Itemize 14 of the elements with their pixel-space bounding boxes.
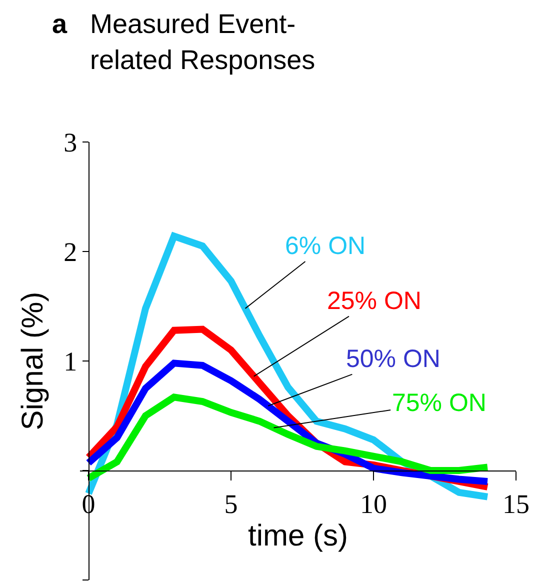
x-tick-label: 10 [360, 489, 388, 520]
y-tick-label: 1 [64, 346, 78, 376]
x-tick-label: 5 [224, 489, 238, 520]
text: 6% ON [285, 232, 366, 260]
y-axis-title: Signal (%) [16, 292, 50, 430]
text: 50% ON [346, 345, 440, 373]
x-tick-label: 15 [502, 489, 530, 520]
text: a [52, 8, 68, 41]
series-label: 75% ON [392, 389, 486, 417]
y-tick-label: 2 [64, 236, 78, 267]
text: 25% ON [327, 287, 422, 315]
chart-title: Measured Event-related Responses [90, 8, 316, 77]
x-axis-title: time (s) [248, 520, 348, 552]
y-tick-label: 3 [64, 127, 78, 158]
